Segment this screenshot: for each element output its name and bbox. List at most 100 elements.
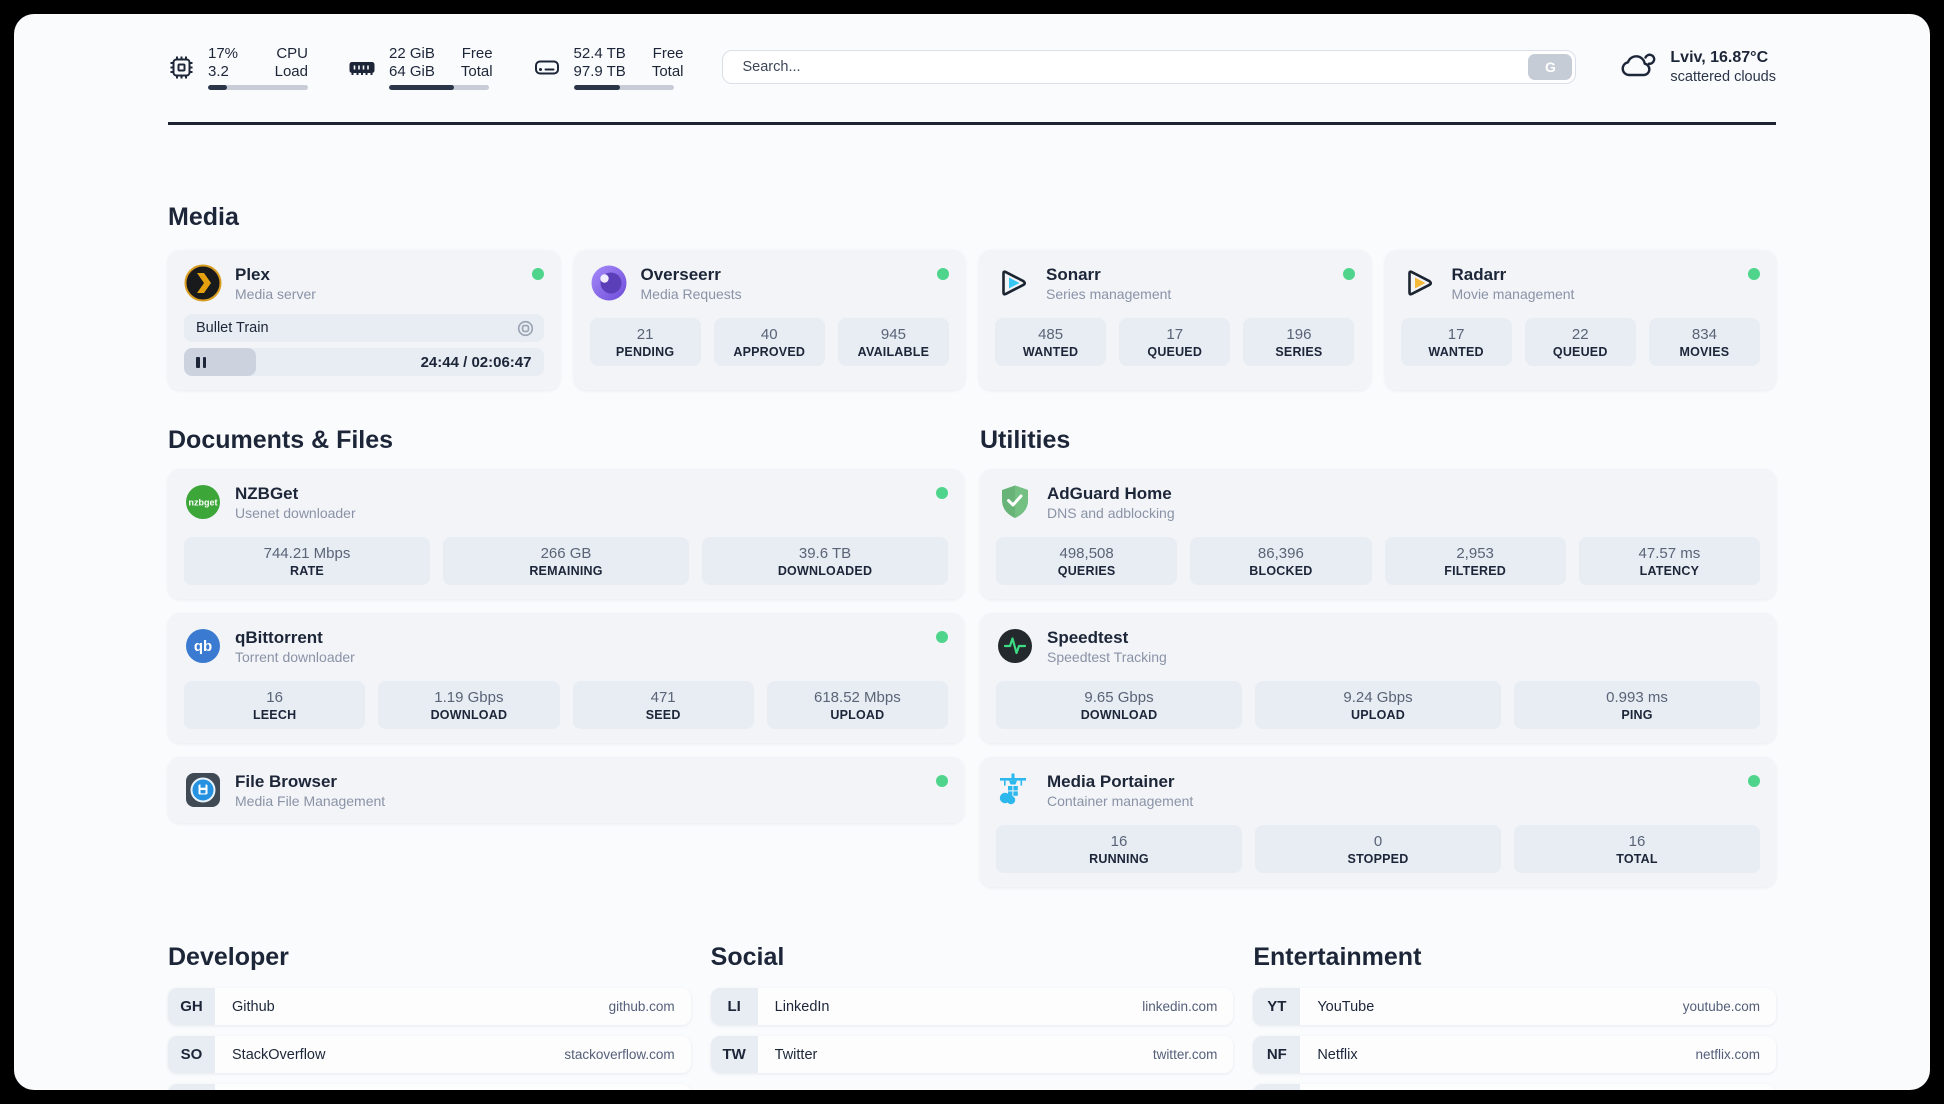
stat-queued: 22 QUEUED [1524,318,1636,366]
status-dot-online [531,268,544,280]
youtube-abbr-icon: YT [1253,988,1301,1025]
overseerr-card[interactable]: Overseerr Media Requests 21 PENDING 40 APP… [573,250,965,390]
dev-abbr-icon: DT [168,1084,215,1090]
app-subtitle: Media server [235,285,316,302]
stat-upload: 9.24 Gbps UPLOAD [1255,681,1501,729]
adguard-card[interactable]: AdGuard Home DNS and adblocking 498,508 Q… [980,469,1776,599]
now-playing-row[interactable]: Bullet Train [184,314,544,342]
filebrowser-card[interactable]: File Browser Media File Management [168,757,964,823]
social-section-title: Social [710,943,785,971]
link-netflix[interactable]: NF Netflix netflix.com [1253,1036,1776,1073]
utilities-section: Utilities AdGuard Home DNS and adblockin… [980,426,1776,887]
cpu-label: CPU [276,44,308,62]
stat-running: 16 RUNNING [996,825,1242,873]
qbittorrent-card[interactable]: qb qBittorrent Torrent downloader 16 LEEC… [168,613,964,743]
app-subtitle: Movie management [1451,285,1575,302]
filebrowser-icon [184,771,222,809]
link-stackoverflow[interactable]: SO StackOverflow stackoverflow.com [168,1036,691,1073]
playback-progress-bar[interactable]: 24:44 / 02:06:47 [184,348,544,376]
stat-leech: 16 LEECH [184,681,366,729]
stat-stopped: 0 STOPPED [1255,825,1501,873]
qbittorrent-icon: qb [184,627,222,665]
media-section: Media Plex Media server [168,203,1776,390]
ram-progress-bar [389,84,489,90]
app-name: AdGuard Home [1047,483,1172,503]
link-youtube[interactable]: YT YouTube youtube.com [1253,988,1776,1025]
media-section-title: Media [168,203,239,231]
app-name: Plex [235,264,270,284]
disk-progress-bar [573,84,674,90]
scattered-clouds-icon [1618,47,1658,88]
utilities-section-title: Utilities [980,426,1071,454]
search-input[interactable] [721,50,1577,84]
radarr-card[interactable]: Radarr Movie management 17 WANTED 22 QUEUE… [1384,250,1776,390]
stat-filtered: 2,953 FILTERED [1384,537,1566,585]
developer-section: Developer GH Github github.com SO StackO… [168,943,691,1090]
app-name: Overseerr [640,264,721,284]
link-twitter[interactable]: TW Twitter twitter.com [710,1036,1234,1073]
cpu-progress-bar [208,84,308,90]
stat-wanted: 485 WANTED [995,318,1107,366]
sonarr-icon [995,264,1033,302]
nzbget-icon: nzbget [184,483,222,521]
app-name: NZBGet [235,483,299,503]
app-subtitle: Usenet downloader [235,504,356,521]
plex-icon [184,264,222,302]
playback-time: 24:44 / 02:06:47 [420,353,532,371]
disk-free-value: 52.4 TB [573,44,626,62]
now-playing-title: Bullet Train [196,320,269,336]
sonarr-card[interactable]: Sonarr Series management 485 WANTED 17 QUE… [979,250,1371,390]
link-dev[interactable]: DT DEV dev.to [168,1084,691,1090]
entertainment-section: Entertainment YT YouTube youtube.com NF … [1253,943,1776,1090]
link-github[interactable]: GH Github github.com [168,988,691,1025]
ram-free-value: 22 GiB [389,44,435,62]
status-dot-online [1748,268,1760,280]
stat-download: 9.65 Gbps DOWNLOAD [996,681,1242,729]
stat-queued: 17 QUEUED [1119,318,1231,366]
stat-queries: 498,508 QUERIES [996,537,1178,585]
app-name: qBittorrent [235,627,323,647]
reddit-abbr-icon: RE [1253,1084,1301,1090]
svg-text:qb: qb [194,638,212,655]
ram-total-label: Total [460,62,493,80]
app-subtitle: Media Requests [640,285,742,302]
status-dot-online [1342,268,1355,280]
status-dot-online [936,775,948,787]
plex-card[interactable]: Plex Media server Bullet Train [168,250,560,390]
documents-section: Documents & Files nzbget NZBGet Usenet d… [168,426,964,823]
link-linkedin[interactable]: LI LinkedIn linkedin.com [710,988,1234,1025]
app-name: Media Portainer [1047,771,1175,791]
weather-location-temp: Lviv, 16.87°C [1670,49,1769,66]
nzbget-card[interactable]: nzbget NZBGet Usenet downloader 744.21 M… [168,469,964,599]
disk-total-label: Total [651,62,684,80]
weather-widget: Lviv, 16.87°C scattered clouds [1618,47,1776,88]
app-subtitle: Torrent downloader [235,648,355,665]
stat-wanted: 17 WANTED [1400,318,1512,366]
speedtest-card[interactable]: Speedtest Speedtest Tracking 9.65 Gbps DO… [980,613,1776,743]
adguard-icon [996,483,1034,521]
disk-stat-widget: 52.4 TB 97.9 TB Free Total [533,45,684,90]
stat-series: 196 SERIES [1243,318,1355,366]
media-type-icon [517,320,534,337]
entertainment-section-title: Entertainment [1253,943,1422,971]
stat-pending: 21 PENDING [589,318,701,366]
stat-seed: 471 SEED [572,681,754,729]
stat-latency: 47.57 ms LATENCY [1578,537,1760,585]
cpu-load-label: Load [274,62,308,80]
stat-ping: 0.993 ms PING [1514,681,1760,729]
stackoverflow-abbr-icon: SO [168,1036,215,1073]
pause-icon[interactable] [196,356,206,368]
cpu-stat-widget: 17% 3.2 CPU Load [168,45,308,90]
portainer-icon [996,771,1034,809]
link-reddit[interactable]: RE Reddit reddit.com [1253,1084,1776,1090]
portainer-card[interactable]: Media Portainer Container management 16 R… [980,757,1776,887]
ram-total-value: 64 GiB [389,62,435,80]
stat-movies: 834 MOVIES [1648,318,1760,366]
status-dot-online [936,487,948,499]
search-bar: G [721,50,1577,84]
weather-condition: scattered clouds [1670,69,1776,85]
radarr-icon [1401,264,1439,302]
dashboard-panel: 17% 3.2 CPU Load [14,14,1930,1090]
search-engine-button[interactable]: G [1528,54,1573,80]
app-subtitle: Container management [1047,792,1194,809]
